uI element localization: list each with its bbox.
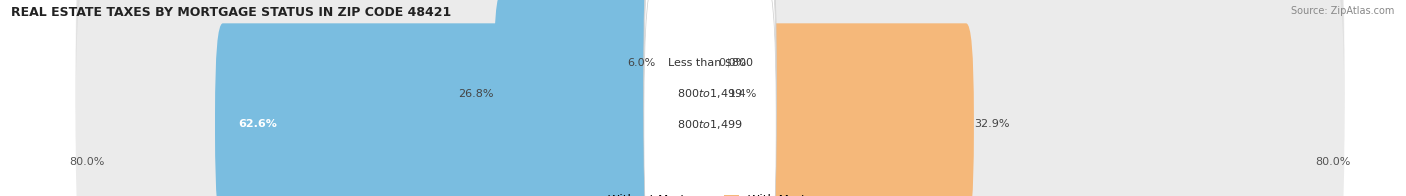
FancyBboxPatch shape <box>76 0 1344 196</box>
FancyBboxPatch shape <box>494 0 718 194</box>
Text: 1.4%: 1.4% <box>728 89 756 99</box>
FancyBboxPatch shape <box>76 0 1344 196</box>
FancyBboxPatch shape <box>655 0 718 164</box>
Text: 0.0%: 0.0% <box>718 58 747 68</box>
Text: $800 to $1,499: $800 to $1,499 <box>678 87 742 100</box>
Text: Source: ZipAtlas.com: Source: ZipAtlas.com <box>1291 6 1395 16</box>
FancyBboxPatch shape <box>644 0 776 196</box>
Text: Less than $800: Less than $800 <box>668 58 752 68</box>
FancyBboxPatch shape <box>644 0 776 196</box>
Text: $800 to $1,499: $800 to $1,499 <box>678 118 742 131</box>
Text: 32.9%: 32.9% <box>974 119 1010 129</box>
FancyBboxPatch shape <box>702 23 974 196</box>
Legend: Without Mortgage, With Mortgage: Without Mortgage, With Mortgage <box>585 194 835 196</box>
FancyBboxPatch shape <box>644 0 776 196</box>
FancyBboxPatch shape <box>702 0 728 194</box>
Text: 26.8%: 26.8% <box>458 89 494 99</box>
Text: 62.6%: 62.6% <box>239 119 277 129</box>
Text: REAL ESTATE TAXES BY MORTGAGE STATUS IN ZIP CODE 48421: REAL ESTATE TAXES BY MORTGAGE STATUS IN … <box>11 6 451 19</box>
Text: 6.0%: 6.0% <box>627 58 655 68</box>
FancyBboxPatch shape <box>76 0 1344 196</box>
FancyBboxPatch shape <box>215 23 718 196</box>
